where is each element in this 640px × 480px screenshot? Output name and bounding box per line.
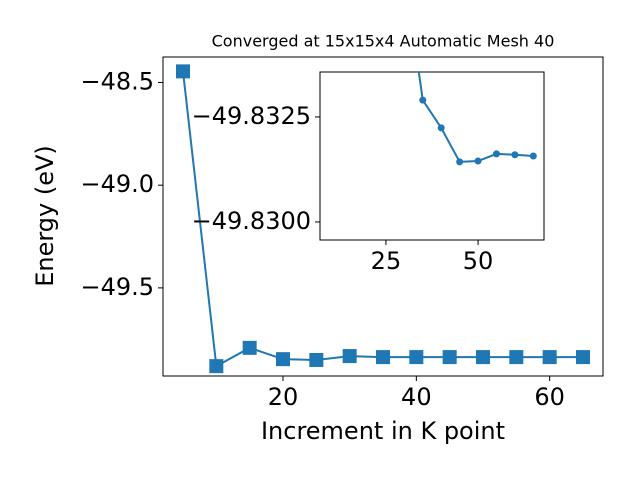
- marker: [442, 350, 457, 365]
- marker: [409, 350, 424, 365]
- marker: [511, 151, 519, 159]
- marker: [509, 350, 524, 365]
- marker: [276, 352, 290, 367]
- marker: [419, 96, 427, 104]
- y-axis-label: Energy (eV): [31, 145, 59, 287]
- x-axis-label: Increment in K point: [261, 417, 505, 445]
- marker: [437, 124, 445, 132]
- x-tick-label: 50: [463, 247, 494, 275]
- marker: [529, 152, 537, 160]
- marker: [176, 64, 190, 79]
- x-tick-label: 40: [401, 383, 432, 411]
- chart-title: Converged at 15x15x4 Automatic Mesh 40: [212, 32, 555, 51]
- marker: [474, 157, 482, 165]
- marker: [209, 359, 224, 374]
- marker: [576, 350, 590, 365]
- marker: [309, 352, 324, 367]
- plot-layer: [176, 64, 590, 374]
- x-tick-label: 25: [371, 247, 402, 275]
- marker: [492, 150, 500, 158]
- marker: [476, 350, 490, 365]
- marker: [342, 349, 357, 364]
- marker: [376, 350, 390, 365]
- marker: [456, 158, 464, 166]
- y-tick-label: −49.8300: [192, 207, 311, 235]
- plot-layer: [417, 72, 537, 166]
- y-tick-label: −49.0: [80, 170, 154, 198]
- y-tick-label: −49.8325: [192, 102, 311, 130]
- x-tick-label: 60: [534, 383, 565, 411]
- marker: [542, 350, 557, 365]
- x-tick-label: 20: [268, 383, 299, 411]
- y-tick-label: −48.5: [80, 67, 154, 95]
- plot-area: [319, 71, 545, 241]
- marker: [242, 340, 257, 355]
- y-tick-label: −49.5: [80, 273, 154, 301]
